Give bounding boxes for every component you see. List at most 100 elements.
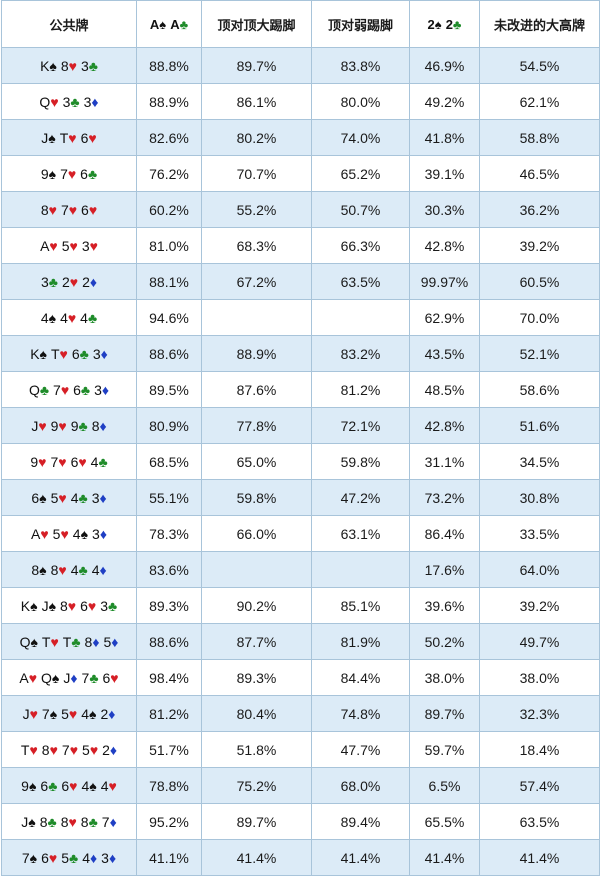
header-row: 公共牌 A♠ A♣ 顶对顶大踢脚 顶对弱踢脚 2♠ 2♣ 未改进的大高牌 [1, 0, 600, 48]
card-rank: T [20, 741, 30, 758]
cell-twos: 41.8% [409, 119, 480, 156]
cell-unimproved-high-card: 41.4% [479, 839, 600, 876]
cell-top-pair-weak-kicker: 74.8% [311, 695, 410, 732]
cell-top-pair-weak-kicker: 83.8% [311, 47, 410, 84]
cell-twos: 65.5% [409, 803, 480, 840]
cell-aa: 94.6% [136, 299, 202, 336]
card: 2♦ [82, 274, 97, 290]
card-rank: 6 [71, 345, 80, 362]
card: J♠ [21, 814, 35, 830]
cell-twos: 42.8% [409, 227, 480, 264]
card: J♥ [31, 418, 46, 434]
suit-icon: ♣ [88, 813, 98, 830]
card-rank: 4 [91, 561, 100, 578]
card: K♠ [30, 346, 47, 362]
card-rank: 5 [61, 705, 69, 722]
card: 6♠ [31, 490, 46, 506]
cell-board: 6♠ 5♥ 4♣ 3♦ [1, 479, 137, 516]
suit-icon: ♥ [28, 669, 38, 686]
cell-twos: 42.8% [409, 407, 480, 444]
card-rank: 3 [91, 489, 100, 506]
card-rank: 6 [40, 777, 49, 794]
suit-icon: ♣ [69, 849, 79, 866]
cell-board: 8♥ 7♥ 6♥ [1, 191, 137, 228]
card: 5♥ [53, 526, 69, 542]
cell-twos: 43.5% [409, 335, 480, 372]
table-row: 9♠ 6♣ 6♥ 4♠ 4♥ 78.8% 75.2% 68.0% 6.5% 57.4% [1, 767, 600, 804]
cell-twos: 39.6% [409, 587, 480, 624]
card-rank: J [21, 813, 29, 830]
suit-icon: ♠ [39, 489, 47, 506]
table-row: 4♠ 4♥ 4♣ 94.6% 62.9% 70.0% [1, 299, 600, 336]
card: A♣ [170, 17, 188, 32]
card-rank: 3 [92, 345, 101, 362]
cell-unimproved-high-card: 36.2% [479, 191, 600, 228]
suit-icon: ♥ [48, 201, 57, 218]
cell-twos: 31.1% [409, 443, 480, 480]
suit-icon: ♦ [99, 561, 107, 578]
card-rank: 4 [72, 525, 81, 542]
cell-top-pair-top-kicker: 70.7% [201, 155, 312, 192]
card-rank: J [22, 705, 30, 722]
card: 8♥ [61, 814, 77, 830]
cell-top-pair-top-kicker: 89.7% [201, 47, 312, 84]
table-row: A♥ 5♥ 4♠ 3♦ 78.3% 66.0% 63.1% 86.4% 33.5% [1, 515, 600, 552]
cell-unimproved-high-card: 38.0% [479, 659, 600, 696]
cell-aa: 88.9% [136, 83, 202, 120]
card-rank: 9 [70, 417, 79, 434]
card-rank: 3 [83, 93, 92, 110]
card: 6♣ [72, 346, 89, 362]
cell-unimproved-high-card: 64.0% [479, 551, 600, 588]
suit-icon: ♠ [39, 561, 47, 578]
cell-unimproved-high-card: 49.7% [479, 623, 600, 660]
cell-unimproved-high-card: 70.0% [479, 299, 600, 336]
card: 2♦ [100, 706, 115, 722]
cell-unimproved-high-card: 30.8% [479, 479, 600, 516]
cell-top-pair-top-kicker: 41.4% [201, 839, 312, 876]
cell-top-pair-top-kicker: 80.2% [201, 119, 312, 156]
suit-icon: ♦ [100, 345, 108, 362]
table-row: T♥ 8♥ 7♥ 5♥ 2♦ 51.7% 51.8% 47.7% 59.7% 18.4% [1, 731, 600, 768]
card-rank: 3 [92, 525, 100, 542]
cell-top-pair-weak-kicker: 72.1% [311, 407, 410, 444]
cell-board: K♠ 8♥ 3♣ [1, 47, 137, 84]
suit-icon: ♥ [67, 597, 77, 614]
cell-aa: 81.2% [136, 695, 202, 732]
table-row: 8♥ 7♥ 6♥ 60.2% 55.2% 50.7% 30.3% 36.2% [1, 191, 600, 228]
card: 4♥ [101, 778, 117, 794]
cell-top-pair-weak-kicker: 50.7% [311, 191, 410, 228]
cell-unimproved-high-card: 18.4% [479, 731, 600, 768]
suit-icon: ♥ [38, 417, 47, 434]
card: 8♦ [92, 418, 107, 434]
suit-icon: ♥ [78, 453, 87, 470]
card-rank: A [31, 525, 41, 542]
suit-icon: ♣ [70, 93, 80, 110]
card: 6♥ [103, 670, 119, 686]
cell-twos: 30.3% [409, 191, 480, 228]
card: 5♣ [61, 850, 78, 866]
cell-board: Q♠ T♥ T♣ 8♦ 5♦ [1, 623, 137, 660]
cell-board: J♥ 7♠ 5♥ 4♠ 2♦ [1, 695, 137, 732]
suit-icon: ♥ [58, 453, 67, 470]
suit-icon: ♣ [89, 669, 99, 686]
cell-top-pair-top-kicker: 87.7% [201, 623, 312, 660]
cell-aa: 88.6% [136, 623, 202, 660]
suit-icon: ♠ [39, 345, 47, 362]
card: 9♥ [30, 454, 46, 470]
card-rank: 8 [91, 417, 100, 434]
table-row: K♠ T♥ 6♣ 3♦ 88.6% 88.9% 83.2% 43.5% 52.1% [1, 335, 600, 372]
header-unimproved-high-card: 未改进的大高牌 [479, 0, 600, 48]
card: K♠ [40, 58, 57, 74]
card: 4♦ [92, 562, 107, 578]
cell-aa: 60.2% [136, 191, 202, 228]
suit-icon: ♦ [108, 705, 116, 722]
suit-icon: ♠ [48, 165, 57, 182]
card-rank: 4 [90, 453, 99, 470]
cell-top-pair-weak-kicker: 65.2% [311, 155, 410, 192]
suit-icon: ♥ [59, 345, 68, 362]
card: J♠ [41, 130, 55, 146]
card: 4♣ [80, 310, 97, 326]
suit-icon: ♠ [29, 849, 38, 866]
card-rank: 5 [61, 849, 70, 866]
card: Q♠ [20, 634, 38, 650]
